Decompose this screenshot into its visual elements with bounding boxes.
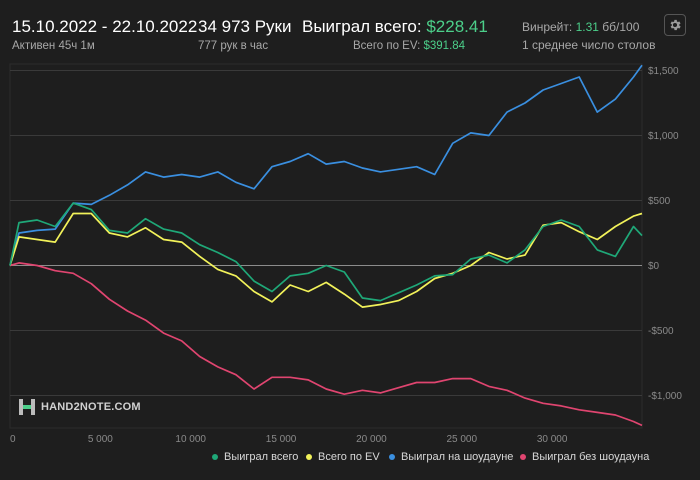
chart-grid (9, 63, 643, 429)
winrate-label: Винрейт: (522, 20, 573, 34)
bankroll-chart: $1,500 $1,000 $500 $0 -$500 -$1,000 0 5 000 10 … (9, 63, 682, 445)
x-tick-label: 30 000 (537, 434, 568, 445)
y-tick-label: $1,500 (648, 66, 679, 77)
y-tick-label: -$1,000 (648, 391, 682, 402)
x-tick-label: 20 000 (356, 434, 387, 445)
series-line (9, 202, 643, 302)
legend-label: Выиграл всего (224, 451, 299, 463)
won-total-summary: Выиграл всего: $228.41 (302, 17, 488, 37)
ev-total-value: $391.84 (423, 40, 466, 52)
legend-item-showdown[interactable]: Выиграл на шоудауне (389, 451, 513, 463)
won-total-label: Выиграл всего: (302, 17, 422, 36)
y-tick-label: $0 (648, 261, 660, 272)
y-tick-label: $500 (648, 196, 671, 207)
hand2note-logo-icon (19, 399, 35, 415)
x-tick-label: 0 (10, 434, 16, 445)
y-axis-ticks: $1,500 $1,000 $500 $0 -$500 -$1,000 (648, 66, 682, 402)
stats-header: 15.10.2022 - 22.10.2022 Активен 45ч 1м 3… (0, 0, 700, 58)
legend-marker (212, 454, 218, 460)
active-time: Активен 45ч 1м (12, 40, 95, 52)
chart-series (9, 64, 643, 427)
date-range: 15.10.2022 - 22.10.2022 (12, 17, 198, 36)
chart-legend: Выиграл всего Всего по EV Выиграл на шоу… (0, 451, 700, 469)
legend-label: Всего по EV (318, 451, 380, 463)
ev-total-label: Всего по EV: (353, 40, 421, 52)
legend-item-won-total[interactable]: Выиграл всего (212, 451, 298, 463)
plot-frame (9, 63, 643, 429)
x-tick-label: 5 000 (88, 434, 113, 445)
x-tick-label: 15 000 (266, 434, 297, 445)
legend-marker (520, 454, 526, 460)
legend-marker (306, 454, 312, 460)
winrate-unit: бб/100 (602, 20, 640, 34)
series-line (9, 212, 643, 308)
settings-button[interactable] (664, 14, 686, 36)
avg-tables: 1 среднее число столов (522, 38, 656, 52)
ev-total-summary: Всего по EV: $391.84 (353, 40, 465, 52)
series-line (9, 262, 643, 427)
x-tick-label: 10 000 (175, 434, 206, 445)
logo-text: HAND2NOTE.COM (41, 401, 141, 413)
legend-label: Выиграл на шоудауне (401, 451, 514, 463)
x-tick-label: 25 000 (446, 434, 477, 445)
legend-item-no-showdown[interactable]: Выиграл без шоудауна (520, 451, 649, 463)
won-total-value: $228.41 (426, 17, 488, 36)
series-line (9, 64, 643, 266)
winrate-value: 1.31 (575, 20, 599, 34)
legend-marker (389, 454, 395, 460)
hands-count: 34 973 Руки (198, 17, 292, 36)
y-tick-label: $1,000 (648, 131, 679, 142)
y-tick-label: -$500 (648, 326, 674, 337)
hand2note-logo: HAND2NOTE.COM (18, 398, 141, 416)
hands-per-hour: 777 рук в час (198, 40, 269, 52)
legend-label: Выиграл без шоудауна (532, 451, 650, 463)
x-axis-ticks: 0 5 000 10 000 15 000 20 000 25 000 30 000 (10, 434, 568, 445)
gear-icon (670, 19, 681, 31)
winrate-summary: Винрейт: 1.31 бб/100 (522, 20, 639, 34)
legend-item-ev-total[interactable]: Всего по EV (306, 451, 380, 463)
